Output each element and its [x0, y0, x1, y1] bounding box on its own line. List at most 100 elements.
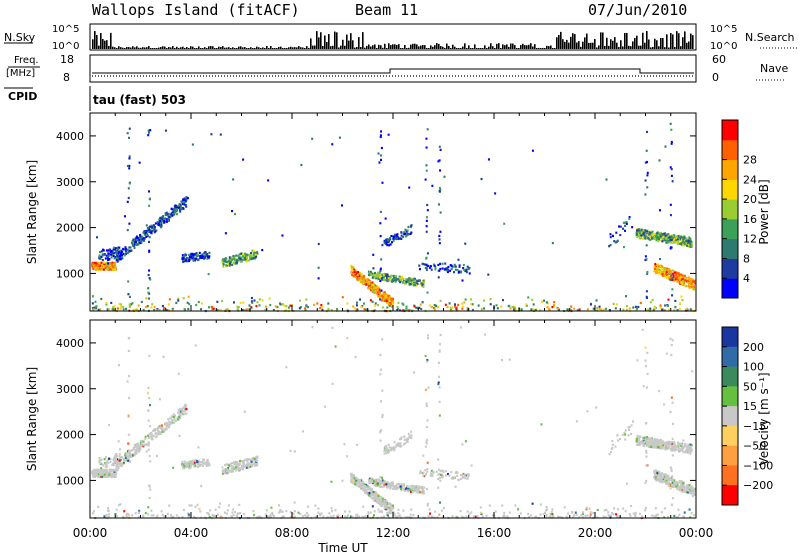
- scatter-cell: [546, 301, 548, 303]
- scatter-cell: [422, 301, 424, 303]
- scatter-cell: [422, 286, 424, 288]
- scatter-cell: [139, 236, 141, 238]
- scatter-cell: [235, 469, 237, 471]
- scatter-cell: [437, 474, 439, 476]
- scatter-cell: [579, 308, 581, 310]
- scatter-cell: [407, 229, 409, 231]
- scatter-cell: [162, 431, 164, 433]
- scatter-cell: [388, 485, 390, 487]
- scatter-cell: [659, 159, 661, 161]
- nsky-bar: [588, 43, 590, 49]
- scatter-cell: [660, 439, 662, 441]
- scatter-cell: [95, 473, 97, 475]
- nsky-bar: [566, 40, 568, 49]
- scatter-cell: [374, 276, 376, 278]
- nsky-bar: [684, 31, 686, 49]
- scatter-cell: [638, 444, 640, 446]
- scatter-cell: [679, 308, 681, 310]
- scatter-cell: [615, 232, 617, 234]
- scatter-cell: [682, 482, 684, 484]
- scatter-cell: [107, 249, 109, 251]
- scatter-cell: [690, 453, 692, 455]
- scatter-cell: [267, 179, 269, 181]
- nsky-label: N.Sky: [4, 31, 36, 44]
- scatter-cell: [384, 453, 386, 455]
- scatter-cell: [385, 295, 387, 297]
- scatter-cell: [188, 296, 190, 298]
- colorbar-segment: [722, 120, 738, 140]
- scatter-cell: [645, 440, 647, 442]
- scatter-cell: [380, 136, 382, 138]
- scatter-cell: [638, 438, 640, 440]
- scatter-cell: [440, 149, 442, 151]
- scatter-cell: [249, 466, 251, 468]
- scatter-cell: [393, 240, 395, 242]
- scatter-cell: [438, 235, 440, 237]
- scatter-cell: [625, 295, 627, 297]
- colorbar-segment: [722, 179, 738, 199]
- scatter-cell: [648, 437, 650, 439]
- scatter-cell: [256, 456, 258, 458]
- nsky-bar: [128, 47, 130, 49]
- nsky-bar: [560, 32, 562, 49]
- scatter-cell: [670, 442, 672, 444]
- scatter-cell: [632, 306, 634, 308]
- scatter-cell: [370, 299, 372, 301]
- scatter-cell: [387, 295, 389, 297]
- scatter-cell: [463, 301, 465, 303]
- scatter-cell: [424, 469, 426, 471]
- scatter-cell: [657, 446, 659, 448]
- scatter-cell: [676, 487, 678, 489]
- scatter-cell: [128, 187, 130, 189]
- scatter-cell: [363, 302, 365, 304]
- scatter-cell: [661, 481, 663, 483]
- nsky-bar: [244, 47, 246, 49]
- scatter-cell: [379, 269, 381, 271]
- scatter-cell: [427, 252, 429, 254]
- scatter-cell: [237, 255, 239, 257]
- scatter-cell: [250, 459, 252, 461]
- scatter-cell: [387, 481, 389, 483]
- scatter-cell: [656, 264, 658, 266]
- scatter-cell: [379, 276, 381, 278]
- scatter-cell: [227, 263, 229, 265]
- nsky-bar: [450, 48, 452, 49]
- scatter-cell: [182, 207, 184, 209]
- scatter-cell: [155, 436, 157, 438]
- nsky-bar: [354, 48, 356, 49]
- scatter-cell: [239, 258, 241, 260]
- scatter-cell: [127, 229, 129, 231]
- scatter-cell: [651, 237, 653, 239]
- scatter-cell: [651, 438, 653, 440]
- nsky-bar: [198, 46, 200, 49]
- nsky-bar: [558, 35, 560, 49]
- scatter-cell: [673, 481, 675, 483]
- scatter-cell: [373, 481, 375, 483]
- scatter-cell: [357, 274, 359, 276]
- scatter-cell: [652, 444, 654, 446]
- scatter-cell: [389, 446, 391, 448]
- scatter-cell: [410, 233, 412, 235]
- nsky-bar: [486, 48, 488, 49]
- scatter-cell: [105, 456, 107, 458]
- scatter-cell: [389, 277, 391, 279]
- nsky-bar: [452, 45, 454, 49]
- scatter-cell: [690, 444, 692, 446]
- scatter-cell: [366, 279, 368, 281]
- scatter-cell: [354, 307, 356, 309]
- scatter-cell: [221, 300, 223, 302]
- scatter-cell: [210, 133, 212, 135]
- scatter-cell: [380, 154, 382, 156]
- nsky-bar: [494, 48, 496, 49]
- scatter-cell: [184, 462, 186, 464]
- nsky-bar: [664, 47, 666, 49]
- scatter-cell: [376, 276, 378, 278]
- nsky-bar: [266, 46, 268, 49]
- nsky-bar: [498, 43, 500, 49]
- scatter-cell: [129, 128, 131, 130]
- nsky-bar: [662, 38, 664, 49]
- nsky-bar: [418, 46, 420, 49]
- scatter-cell: [608, 245, 610, 247]
- scatter-cell: [372, 267, 374, 269]
- scatter-cell: [457, 304, 459, 306]
